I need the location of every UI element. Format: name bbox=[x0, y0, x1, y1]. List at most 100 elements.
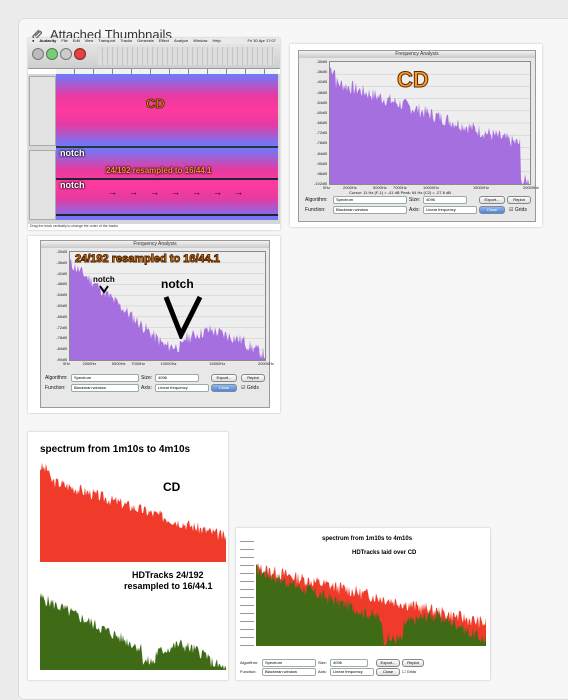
thumbnail-resampled-spectrum[interactable]: Frequency Analysis -30dB -36dB -42dB -48dB -… bbox=[28, 236, 280, 413]
thumbnail-cd-spectrum[interactable]: Frequency Analysis -30dB -36dB -42dB -48dB -… bbox=[290, 44, 542, 227]
replot-button[interactable]: Replot bbox=[402, 659, 424, 667]
x-tick-label: 15000Hz bbox=[209, 361, 226, 366]
algorithm-select[interactable]: Spectrum bbox=[71, 374, 139, 382]
algorithm-select[interactable]: Spectrum bbox=[333, 196, 407, 204]
notch-arrow-small bbox=[99, 285, 109, 293]
y-tick-label: -60dB bbox=[56, 303, 67, 308]
close-button[interactable]: Close bbox=[479, 206, 505, 214]
y-tick-label: -78dB bbox=[316, 140, 327, 146]
y-tick-label: -84dB bbox=[56, 346, 67, 352]
spectrum-plot bbox=[329, 61, 531, 185]
function-select[interactable]: Blackman window bbox=[333, 206, 407, 214]
close-button[interactable]: Close bbox=[211, 384, 237, 392]
export-button[interactable]: Export... bbox=[211, 374, 237, 382]
menu-item: Analyze bbox=[173, 38, 189, 43]
frequency-analysis-window: Frequency Analysis -30dB -36dB -42dB -48dB -… bbox=[298, 50, 539, 222]
record-button[interactable] bbox=[74, 48, 86, 60]
status-bar: Drag the track vertically to change the … bbox=[30, 224, 118, 228]
size-label: Size: bbox=[141, 375, 153, 381]
grids-checkbox[interactable]: ☐ Grids bbox=[402, 669, 417, 674]
function-select[interactable]: Blackman window bbox=[262, 668, 316, 676]
grids-checkbox[interactable]: ☑ Grids bbox=[509, 207, 527, 213]
spectrum-graph bbox=[70, 258, 265, 360]
grids-checkbox[interactable]: ☑ Grids bbox=[241, 385, 259, 391]
label-cd: CD bbox=[397, 67, 430, 93]
algorithm-label: Algorithm: bbox=[45, 375, 68, 381]
x-tick-label: 0Hz bbox=[323, 185, 331, 190]
label-resampled: 24/192 resampled to 16/44.1 bbox=[106, 166, 212, 175]
timeline-ruler bbox=[56, 69, 278, 74]
function-label: Function: bbox=[305, 207, 326, 213]
y-tick-label: -72dB bbox=[316, 130, 327, 136]
axis-label: Axis: bbox=[409, 207, 420, 213]
track-header-cd[interactable] bbox=[29, 76, 56, 146]
label-notch-small: notch bbox=[93, 275, 115, 284]
axis-label: Axis: bbox=[318, 669, 327, 674]
x-tick-label: 0Hz bbox=[63, 361, 71, 366]
transport-buttons bbox=[32, 48, 92, 62]
axis-label: Axis: bbox=[141, 385, 152, 391]
y-tick-label: -30dB bbox=[316, 59, 327, 64]
menu-item: Window bbox=[193, 38, 208, 43]
label-notch-1: notch bbox=[60, 148, 85, 158]
y-tick-label: -54dB bbox=[316, 99, 327, 105]
size-select[interactable]: 4096 bbox=[155, 374, 199, 382]
overlay-spectrum bbox=[256, 562, 486, 646]
notch-line-1 bbox=[56, 178, 278, 180]
track-header-resampled[interactable] bbox=[29, 150, 56, 220]
label-notch-2: notch bbox=[60, 180, 85, 190]
label-resampled: 24/192 resampled to 16/44.1 bbox=[75, 253, 221, 266]
axis-select[interactable]: Linear frequency bbox=[155, 384, 209, 392]
label-cd: CD bbox=[163, 480, 181, 494]
menu-item: Transport bbox=[98, 38, 116, 43]
track-cd[interactable] bbox=[56, 74, 278, 148]
x-tick-label: 15000Hz bbox=[473, 185, 490, 190]
x-tick-label: 5000Hz bbox=[111, 361, 126, 366]
x-tick-label: 7000Hz bbox=[393, 185, 407, 190]
menu-item: View bbox=[84, 38, 94, 43]
y-tick-label: -42dB bbox=[56, 270, 67, 276]
replot-button[interactable]: Replot bbox=[241, 374, 265, 382]
y-tick-label: -36dB bbox=[316, 69, 327, 75]
play-button[interactable] bbox=[46, 48, 58, 60]
size-label: Size: bbox=[409, 197, 421, 203]
track-resampled[interactable] bbox=[56, 148, 278, 220]
stop-button[interactable] bbox=[60, 48, 72, 60]
label-cd: CD bbox=[146, 96, 166, 112]
thumbnail-compare-stacked[interactable]: spectrum from 1m10s to 4m10s CD HDTracks… bbox=[28, 432, 228, 680]
menu-bar: ● Audacity File Edit View Transport Trac… bbox=[28, 38, 280, 44]
paperclip-icon bbox=[32, 29, 42, 39]
pause-button[interactable] bbox=[32, 48, 44, 60]
thumbnail-compare-overlay[interactable]: spectrum from 1m10s to 4m10s HDTracks la… bbox=[236, 528, 490, 680]
size-select[interactable]: 4096 bbox=[330, 659, 368, 667]
menu-item: Audacity bbox=[39, 38, 57, 43]
frequency-analysis-window: Frequency Analysis -30dB -36dB -42dB -48dB -… bbox=[40, 240, 274, 408]
chart-title: spectrum from 1m10s to 4m10s bbox=[322, 536, 413, 542]
function-select[interactable]: Blackman window bbox=[71, 384, 139, 392]
y-tick-label: -48dB bbox=[316, 89, 327, 95]
axis-select[interactable]: Linear frequency bbox=[330, 668, 374, 676]
y-tick-label: -66dB bbox=[56, 313, 67, 319]
export-button[interactable]: Export... bbox=[376, 659, 400, 667]
export-button[interactable]: Export... bbox=[479, 196, 505, 204]
cd-fill bbox=[40, 462, 226, 562]
algorithm-select[interactable]: Spectrum bbox=[262, 659, 316, 667]
menu-item: Help bbox=[212, 38, 221, 43]
x-tick-label: 5000Hz bbox=[373, 185, 387, 190]
label-notch-big: notch bbox=[161, 277, 194, 291]
replot-button[interactable]: Replot bbox=[507, 196, 531, 204]
y-tick-label: -30dB bbox=[56, 249, 67, 254]
function-label: Function: bbox=[45, 385, 66, 391]
menu-item: Tracks bbox=[120, 38, 133, 43]
y-tick-label: -102dB bbox=[314, 181, 327, 186]
thumbnail-audacity[interactable]: ● Audacity File Edit View Transport Trac… bbox=[28, 38, 280, 230]
size-select[interactable]: 4096 bbox=[423, 196, 467, 204]
hd-fill bbox=[256, 564, 486, 646]
y-scale bbox=[240, 534, 254, 646]
y-tick-label: -72dB bbox=[56, 324, 67, 330]
close-button[interactable]: Close bbox=[376, 668, 400, 676]
notch-line-2 bbox=[56, 214, 278, 216]
arrow-row: →→→→→→→ bbox=[108, 187, 255, 197]
axis-select[interactable]: Linear frequency bbox=[423, 206, 477, 214]
menu-item: File bbox=[61, 38, 68, 43]
